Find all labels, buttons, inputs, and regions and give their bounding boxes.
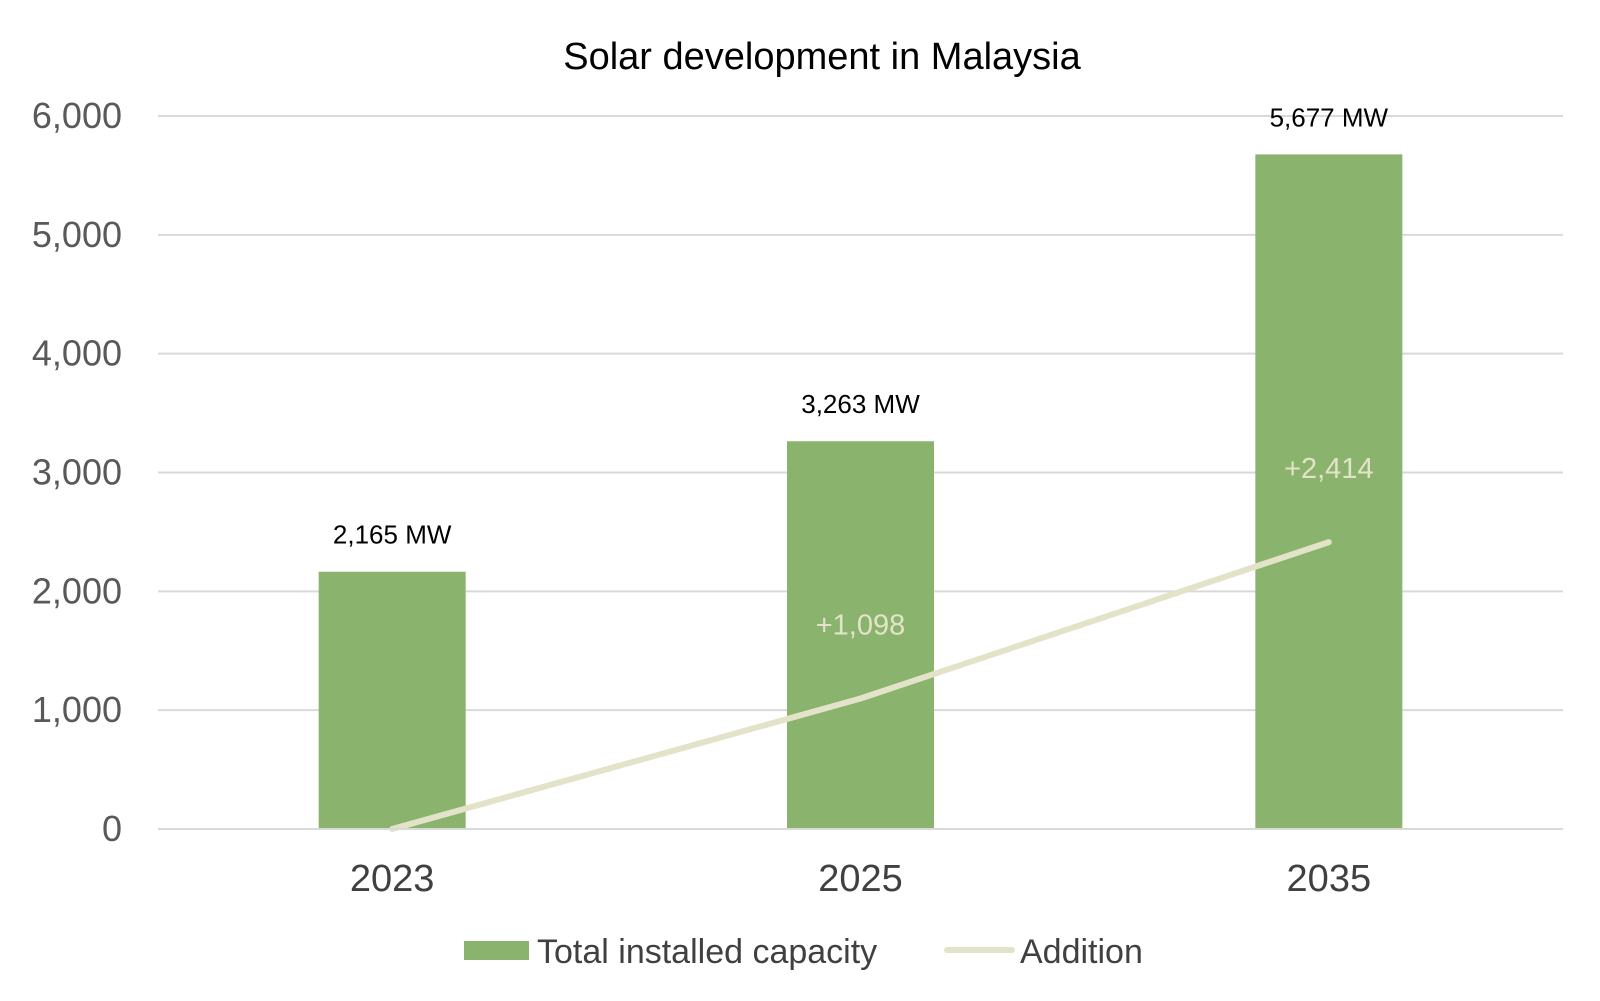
y-tick-label: 0 xyxy=(102,808,122,849)
legend-label-total-installed-capacity: Total installed capacity xyxy=(537,933,877,971)
bar-2023 xyxy=(318,571,466,829)
bar-value-label: 3,263 MW xyxy=(801,389,920,419)
y-tick-label: 2,000 xyxy=(32,570,122,611)
bar-value-label: 2,165 MW xyxy=(333,520,452,550)
y-tick-label: 4,000 xyxy=(32,333,122,374)
y-tick-label: 6,000 xyxy=(32,95,122,136)
addition-value-label: +1,098 xyxy=(816,610,906,642)
y-tick-label: 1,000 xyxy=(32,689,122,730)
x-tick-label: 2023 xyxy=(350,858,435,900)
bars xyxy=(318,154,1403,829)
legend-label-addition: Addition xyxy=(1020,933,1143,971)
chart-title: Solar development in Malaysia xyxy=(563,36,1081,78)
x-tick-label: 2035 xyxy=(1287,858,1372,900)
axes: 0 1,000 2,000 3,000 4,000 5,000 6,000 2023 2025 2… xyxy=(32,95,1563,900)
y-tick-label: 3,000 xyxy=(32,452,122,493)
bar-2025 xyxy=(787,441,934,829)
addition-value-label: +2,414 xyxy=(1284,453,1374,485)
legend-swatch-total-installed-capacity xyxy=(464,941,529,960)
y-tick-label: 5,000 xyxy=(32,214,122,255)
bar-value-label: 5,677 MW xyxy=(1270,102,1389,132)
data-labels: 2,165 MW 3,263 MW 5,677 MW +1,098 +2,414 xyxy=(333,102,1389,641)
bar-2035 xyxy=(1255,154,1403,829)
x-tick-label: 2025 xyxy=(818,858,903,900)
legend: Total installed capacity Addition xyxy=(464,933,1143,971)
